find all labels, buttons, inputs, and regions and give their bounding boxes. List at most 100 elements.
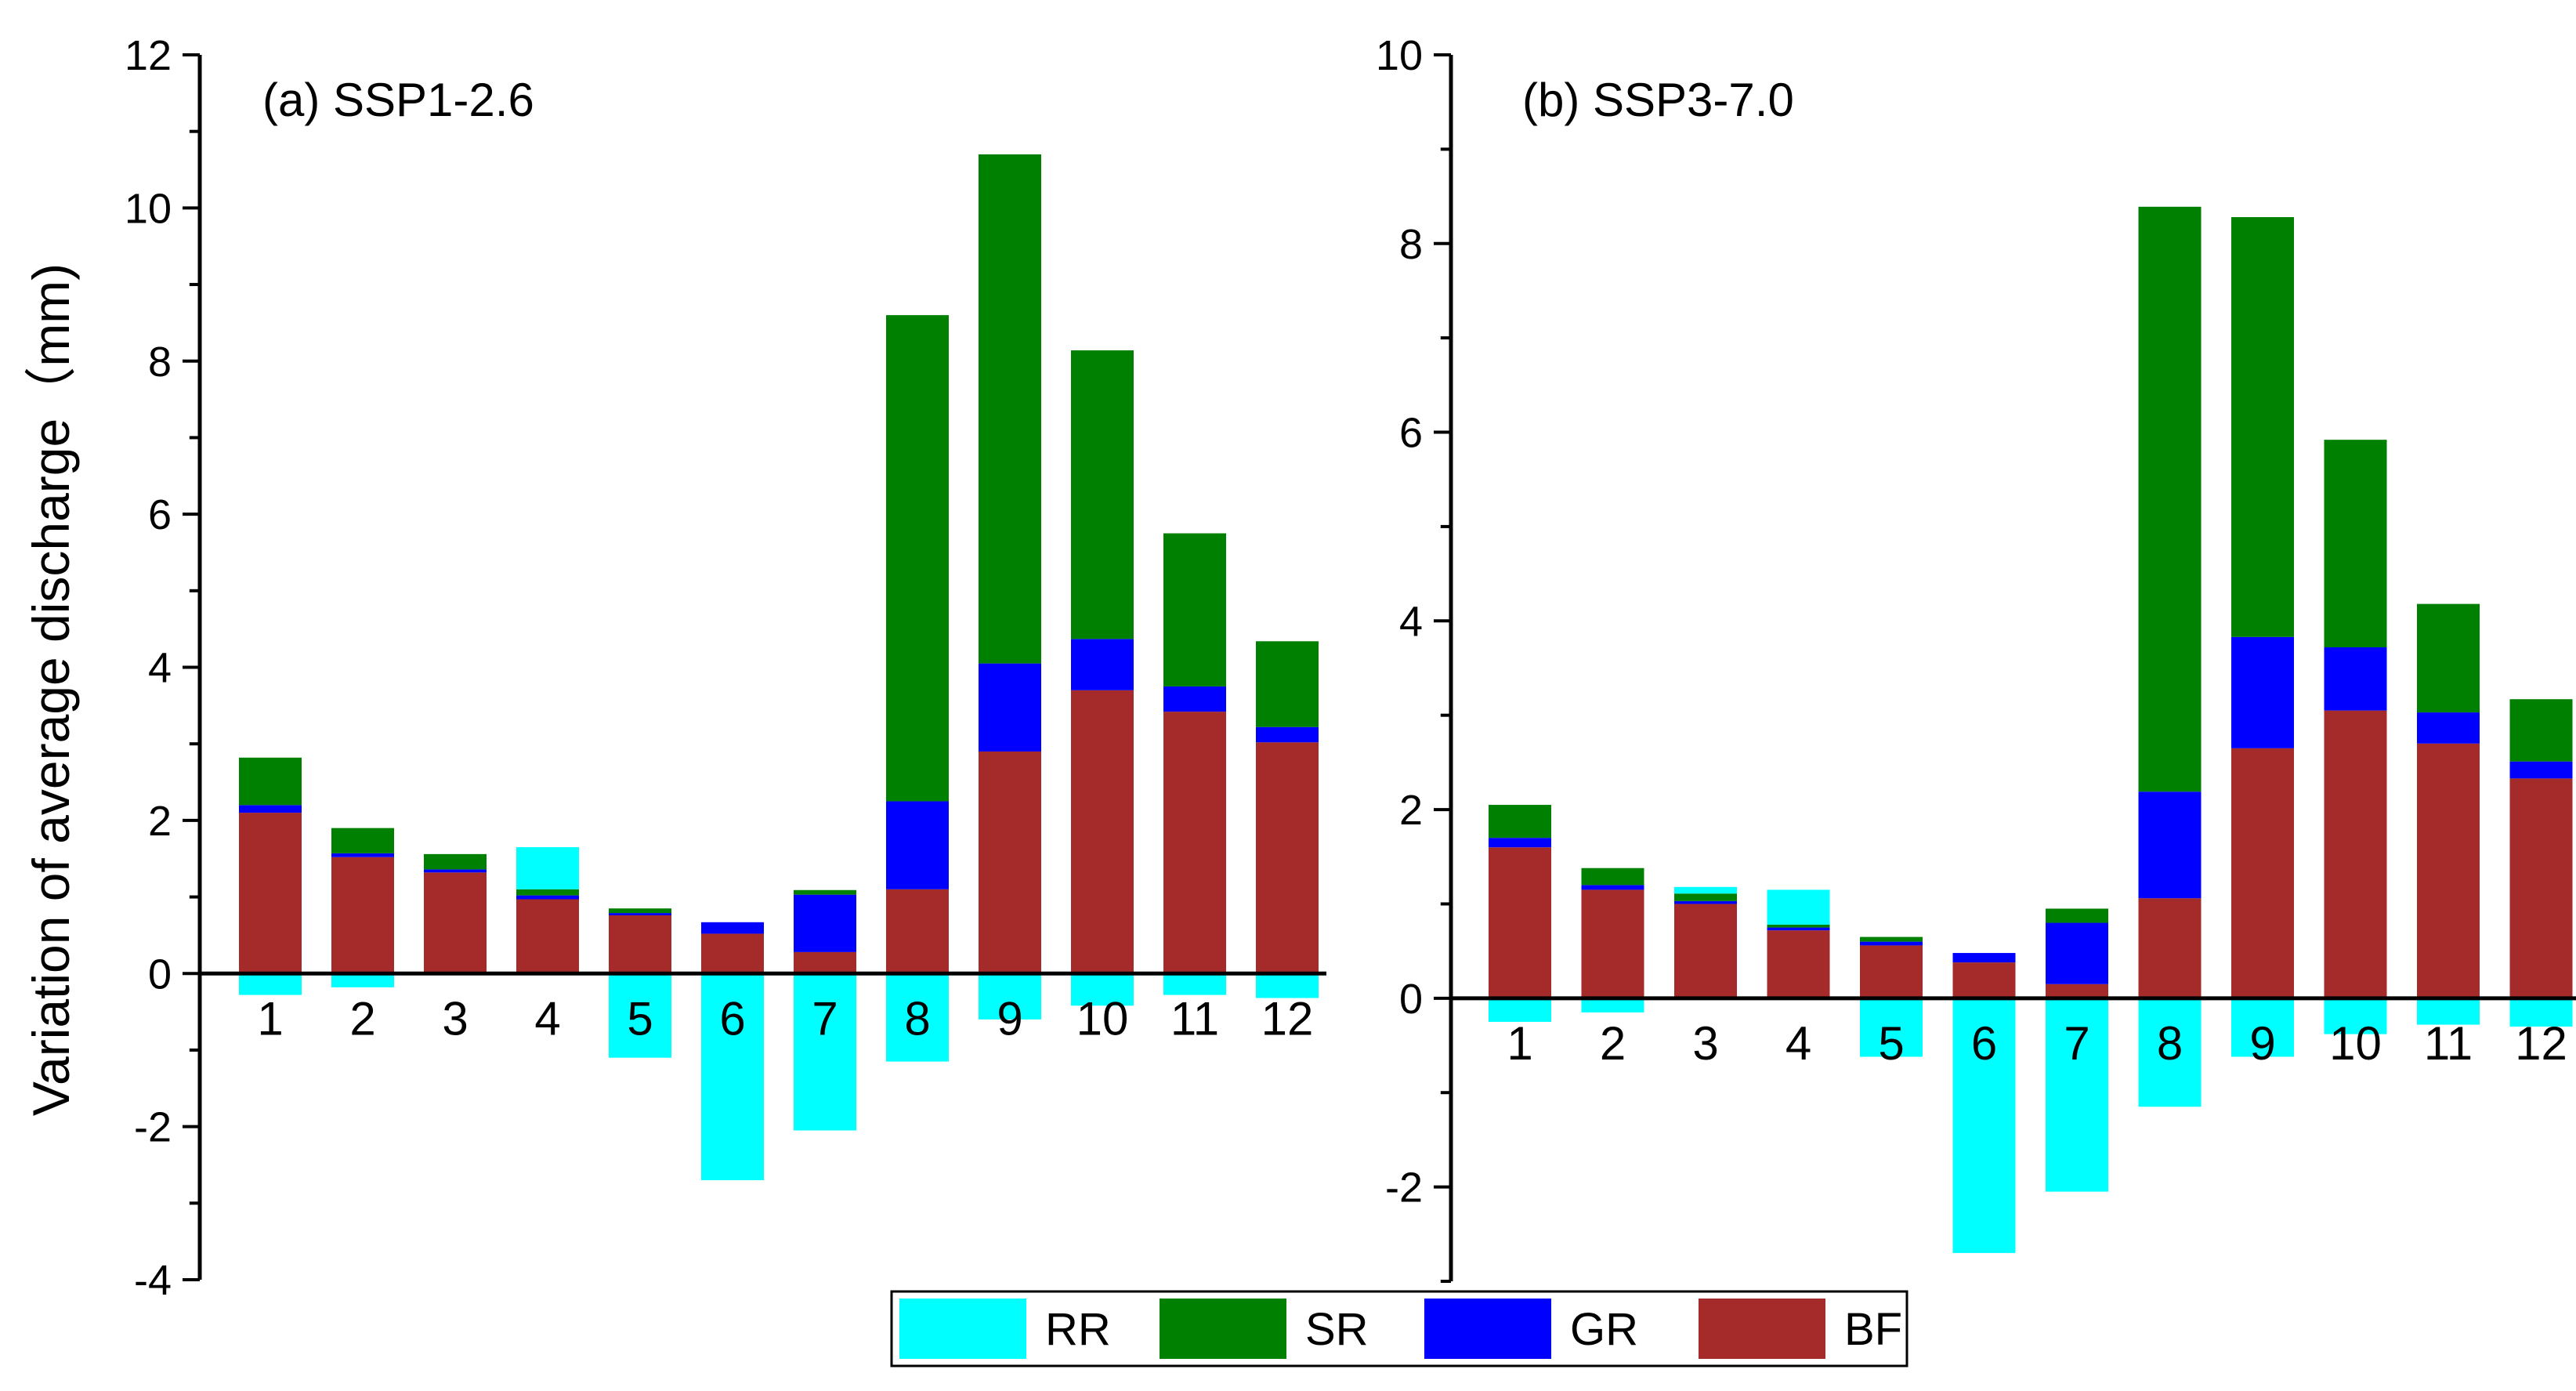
legend-label-gr: GR	[1570, 1304, 1638, 1355]
bar-sr-month-5	[609, 908, 671, 914]
bar-gr-month-6	[701, 922, 764, 934]
bar-bf-month-4	[516, 899, 579, 974]
bar-rr-month-8	[2138, 998, 2202, 1107]
bar-bf-month-2	[331, 857, 394, 974]
month-label-8: 8	[904, 992, 930, 1045]
y-tick-label: 0	[1399, 976, 1423, 1023]
bar-gr-month-10	[1071, 639, 1134, 690]
bar-bf-month-12	[1256, 742, 1319, 974]
bar-sr-month-11	[1163, 533, 1226, 686]
month-label-12: 12	[2515, 1017, 2567, 1070]
bar-gr-month-9	[979, 663, 1041, 752]
month-label-4: 4	[534, 992, 560, 1045]
bar-sr-month-7	[794, 889, 856, 895]
bar-bf-month-7	[2046, 983, 2108, 998]
bar-bf-month-5	[609, 915, 671, 974]
month-label-6: 6	[719, 992, 745, 1045]
bar-rr-month-8	[886, 973, 949, 1062]
bar-sr-month-7	[2046, 908, 2108, 923]
bar-rr-month-7	[2046, 998, 2108, 1192]
bar-bf-month-11	[1163, 712, 1226, 974]
bar-bf-month-5	[1860, 945, 1923, 998]
bar-rr-month-1	[1489, 998, 1551, 1022]
y-tick-label: 6	[148, 491, 172, 538]
month-label-11: 11	[1170, 992, 1219, 1045]
legend-swatch-sr	[1160, 1299, 1286, 1359]
month-label-11: 11	[2424, 1017, 2473, 1070]
bar-sr-month-1	[239, 757, 302, 806]
month-label-2: 2	[1600, 1017, 1626, 1070]
bar-rr-month-12	[2509, 998, 2573, 1027]
y-tick-label: 10	[1376, 32, 1423, 79]
month-label-7: 7	[812, 992, 838, 1045]
legend: RR SR GR BF	[890, 1290, 1908, 1367]
bar-sr-month-11	[2417, 603, 2480, 713]
y-tick-label: 8	[148, 339, 172, 386]
month-label-5: 5	[1878, 1017, 1904, 1070]
month-label-10: 10	[1076, 992, 1129, 1045]
bar-rr-month-7	[794, 973, 856, 1131]
bar-gr-month-12	[1256, 726, 1319, 743]
bar-rr-month-2	[331, 973, 394, 987]
bar-rr-month-9	[979, 973, 1041, 1020]
month-label-3: 3	[442, 992, 468, 1045]
bar-sr-month-12	[1256, 641, 1319, 727]
panel-title: (b) SSP3-7.0	[1522, 74, 1794, 126]
y-tick-label: 4	[148, 645, 172, 692]
bar-sr-month-9	[979, 154, 1041, 664]
month-label-10: 10	[2329, 1017, 2382, 1070]
bar-gr-month-7	[794, 894, 856, 952]
bar-sr-month-5	[1860, 936, 1923, 942]
y-tick-label: -4	[134, 1257, 172, 1304]
bar-rr-month-10	[2324, 998, 2387, 1034]
month-label-9: 9	[997, 992, 1022, 1045]
bar-rr-month-1	[239, 973, 302, 995]
bar-gr-month-4	[516, 895, 579, 900]
bar-gr-month-1	[1489, 838, 1551, 848]
bar-gr-month-12	[2509, 761, 2573, 779]
bar-bf-month-1	[1489, 847, 1551, 998]
y-tick-label: 8	[1399, 221, 1423, 268]
legend-label-rr: RR	[1045, 1304, 1111, 1355]
bar-gr-month-10	[2324, 647, 2387, 711]
y-tick-label: 2	[148, 798, 172, 845]
bar-sr-month-10	[2324, 440, 2387, 648]
bar-rr-month-4	[516, 847, 579, 889]
bar-gr-month-2	[1581, 885, 1644, 890]
month-label-4: 4	[1785, 1017, 1811, 1070]
bar-rr-month-2	[1581, 998, 1644, 1012]
bar-bf-month-9	[979, 751, 1041, 974]
bar-gr-month-11	[1163, 686, 1226, 712]
legend-label-sr: SR	[1305, 1304, 1369, 1355]
month-label-1: 1	[257, 992, 283, 1045]
y-tick-label: 2	[1399, 787, 1423, 834]
bar-sr-month-9	[2231, 217, 2294, 637]
bar-gr-month-8	[2138, 791, 2202, 899]
bar-gr-month-9	[2231, 636, 2294, 748]
month-label-2: 2	[349, 992, 375, 1045]
bar-rr-month-6	[701, 973, 764, 1181]
month-label-6: 6	[1971, 1017, 1997, 1070]
bar-bf-month-7	[794, 951, 856, 974]
legend-label-bf: BF	[1844, 1304, 1902, 1355]
bar-gr-month-3	[1674, 900, 1737, 904]
bar-rr-month-5	[1860, 998, 1923, 1057]
panel-title: (a) SSP1-2.6	[262, 74, 534, 126]
bar-sr-month-10	[1071, 350, 1134, 639]
bar-sr-month-4	[516, 889, 579, 896]
bar-sr-month-2	[1581, 868, 1644, 886]
legend-swatch-gr	[1424, 1299, 1551, 1359]
bar-sr-month-3	[424, 853, 487, 870]
bar-rr-month-6	[1952, 998, 2016, 1253]
bar-rr-month-9	[2231, 998, 2294, 1057]
bar-gr-month-3	[424, 869, 487, 873]
legend-swatch-rr	[899, 1299, 1026, 1359]
bar-sr-month-3	[1674, 893, 1737, 901]
bar-bf-month-12	[2509, 778, 2573, 998]
month-label-8: 8	[2157, 1017, 2183, 1070]
month-label-7: 7	[2064, 1017, 2089, 1070]
bar-bf-month-10	[1071, 690, 1134, 974]
y-tick-label: 0	[148, 951, 172, 998]
bar-bf-month-8	[2138, 898, 2202, 998]
